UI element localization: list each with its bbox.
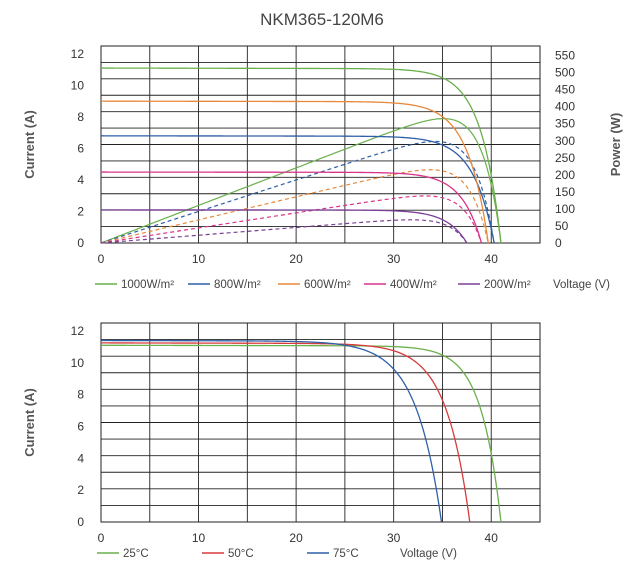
x-tick-label: 0 <box>98 252 105 266</box>
y-tick-label: 8 <box>77 388 84 402</box>
y-tick-label: 0 <box>77 236 84 250</box>
y2-tick-label: 350 <box>555 117 575 131</box>
x-tick-label: 30 <box>387 531 401 545</box>
plot-frame <box>100 322 541 523</box>
x-tick-label: 40 <box>485 531 499 545</box>
iv-curve <box>101 171 483 244</box>
y-tick-label: 10 <box>71 78 85 92</box>
grid <box>100 45 541 244</box>
y-axis-title: Current (A) <box>22 388 37 457</box>
legend-label: 25°C <box>123 548 149 560</box>
x-tick-label: 20 <box>289 531 303 545</box>
x-tick-label: 40 <box>485 252 499 266</box>
y2-tick-label: 50 <box>555 219 569 233</box>
pv-curve <box>100 219 468 244</box>
x-tick-label: 30 <box>387 252 401 266</box>
legend: 25°C 50°C 75°C Voltage (V) <box>97 548 457 560</box>
y-tick-label: 2 <box>77 483 84 497</box>
y-tick-label: 4 <box>77 173 84 187</box>
bottom-chart: 0 10 20 30 40 0 2 4 6 8 10 12 Current (A) 25°C 50°C 75°… <box>22 322 541 560</box>
pv-curve <box>100 140 495 244</box>
legend-label: 600W/m² <box>304 279 351 291</box>
x-tick-label: 10 <box>192 252 206 266</box>
y-tick-label: 12 <box>71 47 85 61</box>
legend-label: 75°C <box>333 548 359 560</box>
legend-label: 1000W/m² <box>121 279 174 291</box>
legend-label: 400W/m² <box>390 279 437 291</box>
y-tick-label: 0 <box>77 515 84 529</box>
x-tick-label: 20 <box>289 252 303 266</box>
y-tick-label: 6 <box>77 419 84 433</box>
pv-curve <box>100 117 502 244</box>
y2-axis-title: Power (W) <box>608 113 623 177</box>
chart-title: NKM365-120M6 <box>260 10 384 29</box>
legend-label: 50°C <box>228 548 254 560</box>
iv-curve <box>101 209 468 244</box>
series-group <box>100 67 502 244</box>
iv-curve <box>101 135 495 244</box>
series-group <box>100 339 502 523</box>
x-axis-title: Voltage (V) <box>553 279 610 291</box>
y2-tick-label: 150 <box>555 185 575 199</box>
y2-tick-label: 0 <box>555 236 562 250</box>
y-tick-label: 8 <box>77 110 84 124</box>
iv-curve <box>101 100 489 244</box>
y2-tick-label: 200 <box>555 168 575 182</box>
iv-curve <box>101 342 471 523</box>
iv-curve <box>100 67 502 244</box>
y2-tick-label: 400 <box>555 100 575 114</box>
pv-curve <box>100 169 489 244</box>
y2-tick-label: 450 <box>555 83 575 97</box>
iv-curve <box>100 339 443 523</box>
y2-tick-label: 250 <box>555 151 575 165</box>
legend: 1000W/m² 800W/m² 600W/m² 400W/m² 200W/m² Volt… <box>95 279 610 291</box>
y-tick-label: 10 <box>71 356 85 370</box>
top-chart: 0 10 20 30 400246810120501001502002503003504… <box>22 45 623 291</box>
legend-label: 200W/m² <box>484 279 531 291</box>
y2-tick-label: 550 <box>555 49 575 63</box>
y2-tick-label: 100 <box>555 202 575 216</box>
x-tick-label: 0 <box>98 531 105 545</box>
y2-tick-label: 300 <box>555 134 575 148</box>
legend-label: 800W/m² <box>214 279 261 291</box>
plot-frame <box>100 45 541 244</box>
y-tick-label: 4 <box>77 451 84 465</box>
y2-tick-label: 500 <box>555 66 575 80</box>
grid <box>100 322 541 523</box>
iv-curve <box>101 344 502 523</box>
x-tick-label: 10 <box>192 531 206 545</box>
pv-curve <box>100 195 483 244</box>
y-axis-title: Current (A) <box>22 110 37 179</box>
y-tick-label: 2 <box>77 204 84 218</box>
x-axis-title: Voltage (V) <box>400 548 457 560</box>
y-tick-label: 6 <box>77 141 84 155</box>
y-tick-label: 12 <box>71 324 85 338</box>
